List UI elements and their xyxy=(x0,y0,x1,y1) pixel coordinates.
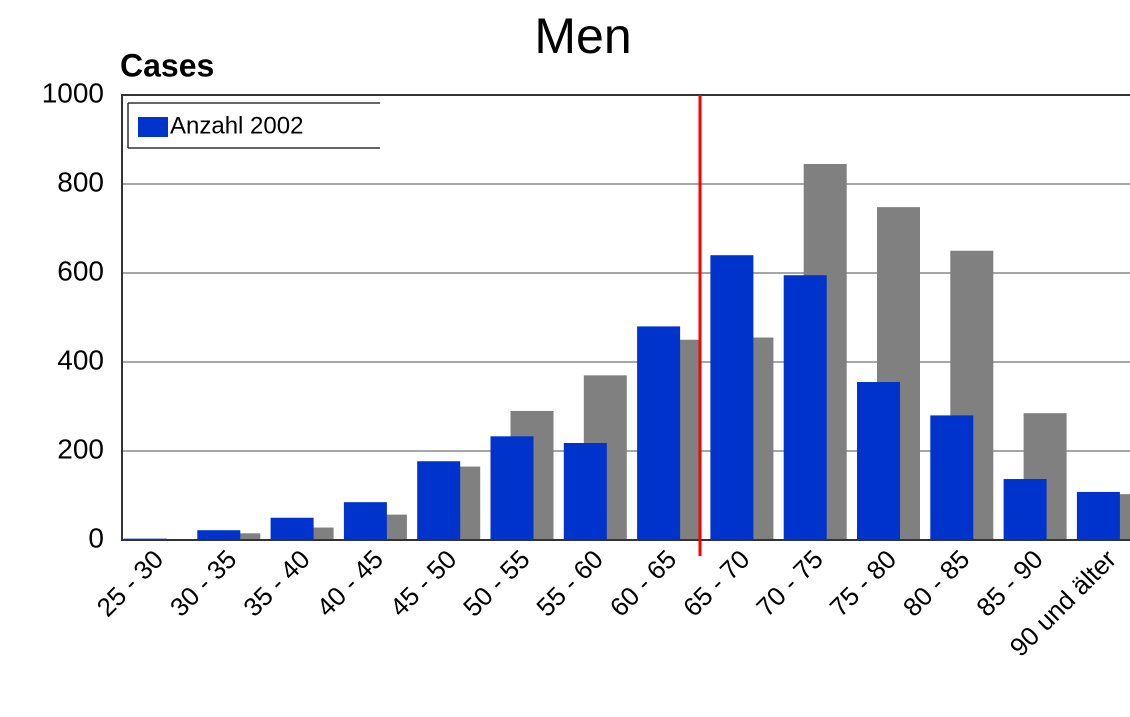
y-tick-label: 600 xyxy=(57,255,104,286)
bar xyxy=(783,275,827,540)
x-tick-label: 35 - 40 xyxy=(237,544,315,622)
plot-frame xyxy=(121,94,1130,541)
x-tick-label: 70 - 75 xyxy=(750,544,828,622)
y-tick-label: 1000 xyxy=(42,77,104,108)
legend-swatch xyxy=(138,117,168,137)
x-tick-label: 65 - 70 xyxy=(677,544,755,622)
bar xyxy=(1076,491,1120,540)
y-axis-label: Cases xyxy=(120,47,214,83)
chart-title: Men xyxy=(534,8,631,64)
bar xyxy=(710,255,754,540)
y-tick-label: 0 xyxy=(88,522,104,553)
x-tick-label: 55 - 60 xyxy=(530,544,608,622)
x-tick-label: 50 - 55 xyxy=(457,544,535,622)
bar xyxy=(490,436,534,540)
bars xyxy=(124,163,1130,540)
bar xyxy=(417,461,461,540)
legend: Anzahl 2002 xyxy=(127,102,380,149)
x-tick-label: 75 - 80 xyxy=(824,544,902,622)
legend-label: Anzahl 2002 xyxy=(170,112,303,139)
x-tick-label: 25 - 30 xyxy=(91,544,169,622)
y-tick-label: 200 xyxy=(57,433,104,464)
x-tick-label: 40 - 45 xyxy=(311,544,389,622)
bar xyxy=(857,382,900,540)
y-tick-label: 400 xyxy=(57,344,104,375)
y-tick-label: 800 xyxy=(57,166,104,197)
x-tick-label: 60 - 65 xyxy=(604,544,682,622)
x-tick-label: 45 - 50 xyxy=(384,544,462,622)
bar xyxy=(270,517,314,540)
bar xyxy=(1003,479,1047,540)
bar xyxy=(637,326,681,540)
bar xyxy=(197,530,241,540)
bar xyxy=(343,502,387,540)
x-tick-label: 80 - 85 xyxy=(897,544,975,622)
x-tick-label: 30 - 35 xyxy=(164,544,242,622)
bar xyxy=(930,415,974,540)
legend-box xyxy=(128,103,380,148)
bar xyxy=(563,442,607,540)
